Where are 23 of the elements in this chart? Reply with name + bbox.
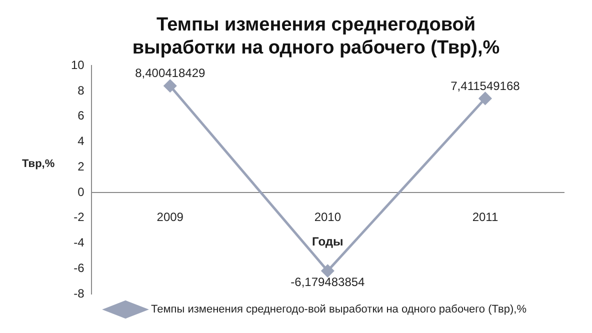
y-tick-label: 6 bbox=[78, 108, 85, 123]
chart-title: Темпы изменения среднегодовой выработки на одного рабочего (Твр),% bbox=[132, 14, 500, 58]
y-tick-label: -2 bbox=[74, 210, 85, 224]
y-tick-label: 8 bbox=[78, 83, 85, 98]
x-tick-label: 2010 bbox=[314, 210, 342, 224]
x-tick-label: 2011 bbox=[472, 210, 498, 224]
data-label: 7,411549168 bbox=[450, 78, 520, 93]
y-tick-label: -6 bbox=[74, 260, 85, 275]
data-label: 8,400418429 bbox=[135, 66, 206, 80]
legend-label: Темпы изменения среднегодо-вой выработки на одного рабочего (Твр),% bbox=[151, 304, 527, 316]
y-tick-label: 0 bbox=[78, 184, 85, 199]
y-tick-label: -8 bbox=[74, 286, 85, 300]
point bbox=[478, 92, 492, 105]
data-label: -6,179483854 bbox=[290, 275, 366, 290]
y-tick-label: 2 bbox=[78, 159, 85, 174]
point bbox=[321, 264, 334, 278]
x-axis-title: Годы bbox=[312, 234, 344, 248]
y-tick-label: -4 bbox=[74, 236, 85, 250]
y-tick-label: 10 bbox=[70, 58, 85, 72]
y-axis-title: Твр,% bbox=[22, 158, 55, 170]
point bbox=[164, 80, 176, 92]
x-tick-label: 2009 bbox=[156, 210, 184, 224]
y-tick-label: 4 bbox=[78, 134, 85, 148]
